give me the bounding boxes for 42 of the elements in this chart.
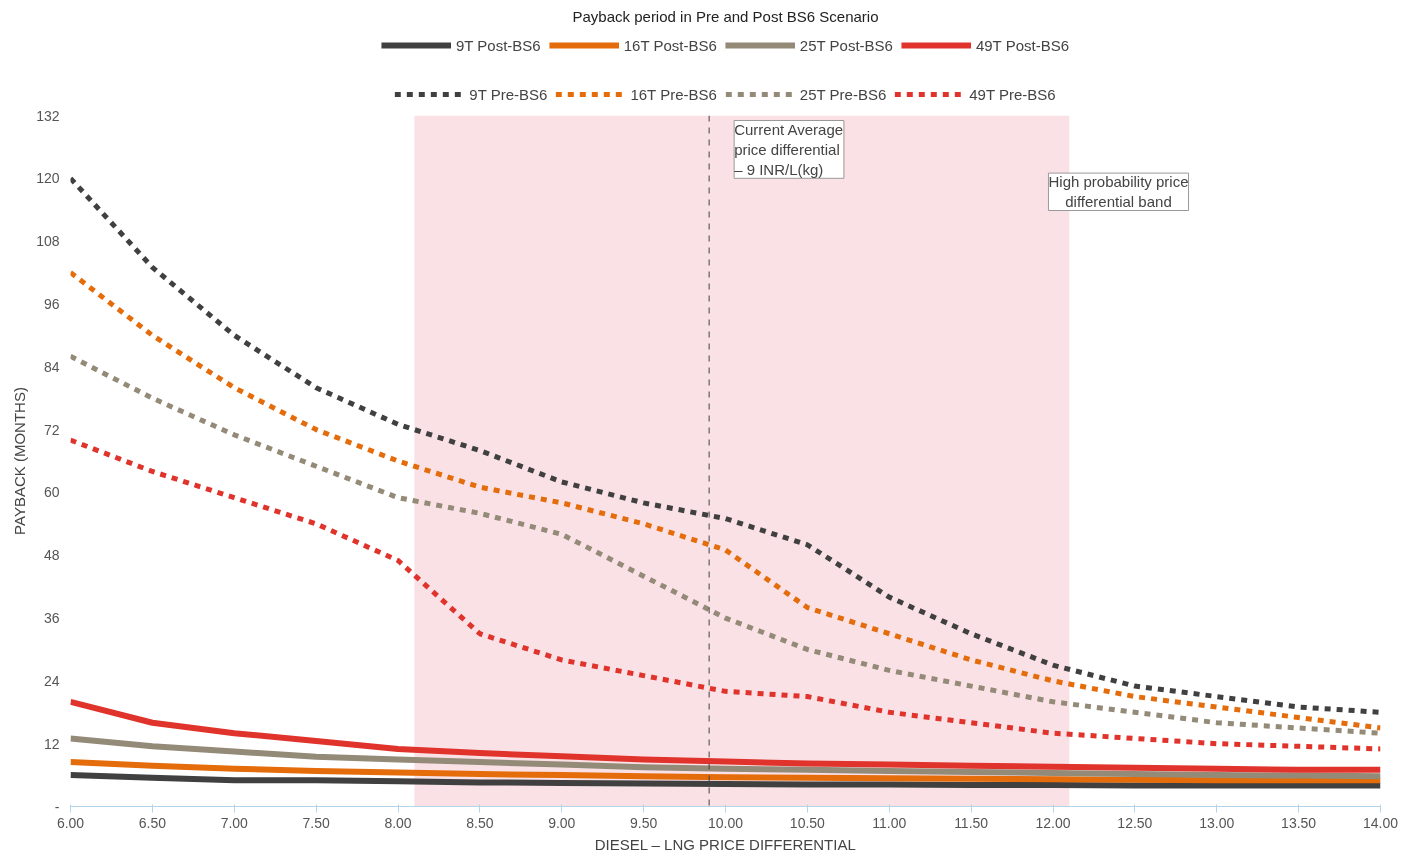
y-axis-title: PAYBACK (MONTHS)	[11, 387, 29, 535]
y-tick-label: 108	[36, 233, 60, 250]
y-tick-label: 120	[36, 170, 60, 187]
legend-label: 49T Pre-BS6	[969, 85, 1056, 103]
x-tick-label: 9.50	[630, 814, 658, 831]
x-tick-label: 9.00	[548, 814, 576, 831]
legend-label: 9T Post-BS6	[455, 36, 541, 54]
x-tick-label: 12.00	[1035, 814, 1071, 831]
x-tick-label: 7.00	[220, 814, 249, 831]
y-tick-label: 72	[43, 421, 60, 438]
x-tick-label: 14.00	[1362, 814, 1399, 831]
x-tick-label: 8.50	[466, 814, 494, 831]
y-tick-label: 48	[43, 547, 60, 564]
chart-title: Payback period in Pre and Post BS6 Scenario	[572, 7, 879, 25]
x-tick-label: 6.50	[138, 814, 167, 831]
x-tick-label: 10.00	[707, 814, 744, 831]
x-tick-label: 10.50	[789, 814, 826, 831]
ref-line-label: Current Average price differential – 9 INR/L(kg)	[734, 120, 844, 179]
x-tick-label: 6.00	[56, 814, 85, 831]
x-tick-label: 13.00	[1199, 814, 1235, 831]
y-tick-label: 60	[43, 484, 60, 501]
y-tick-label: 96	[43, 295, 60, 312]
x-tick-label: 13.50	[1281, 814, 1317, 831]
y-tick-label: 24	[43, 672, 60, 689]
y-tick-label: 84	[43, 358, 60, 375]
band-label: High probability price differential band	[1048, 173, 1189, 211]
y-tick-label: -	[54, 798, 60, 815]
x-tick-label: 12.50	[1117, 814, 1153, 831]
legend-label: 49T Post-BS6	[975, 36, 1070, 54]
x-axis-title: DIESEL – LNG PRICE DIFFERENTIAL	[594, 835, 856, 853]
x-tick-label: 8.00	[384, 814, 412, 831]
x-tick-label: 11.00	[872, 814, 907, 831]
legend-label: 16T Post-BS6	[623, 36, 717, 54]
x-tick-label: 7.50	[302, 814, 330, 831]
y-tick-label: 12	[43, 735, 60, 752]
legend-label: 25T Pre-BS6	[799, 85, 887, 103]
y-tick-label: 132	[36, 107, 60, 124]
legend-label: 16T Pre-BS6	[630, 85, 717, 103]
y-tick-label: 36	[43, 610, 60, 627]
legend-label: 25T Post-BS6	[799, 36, 893, 54]
legend-label: 9T Pre-BS6	[469, 85, 548, 103]
x-tick-label: 11.50	[954, 814, 989, 831]
